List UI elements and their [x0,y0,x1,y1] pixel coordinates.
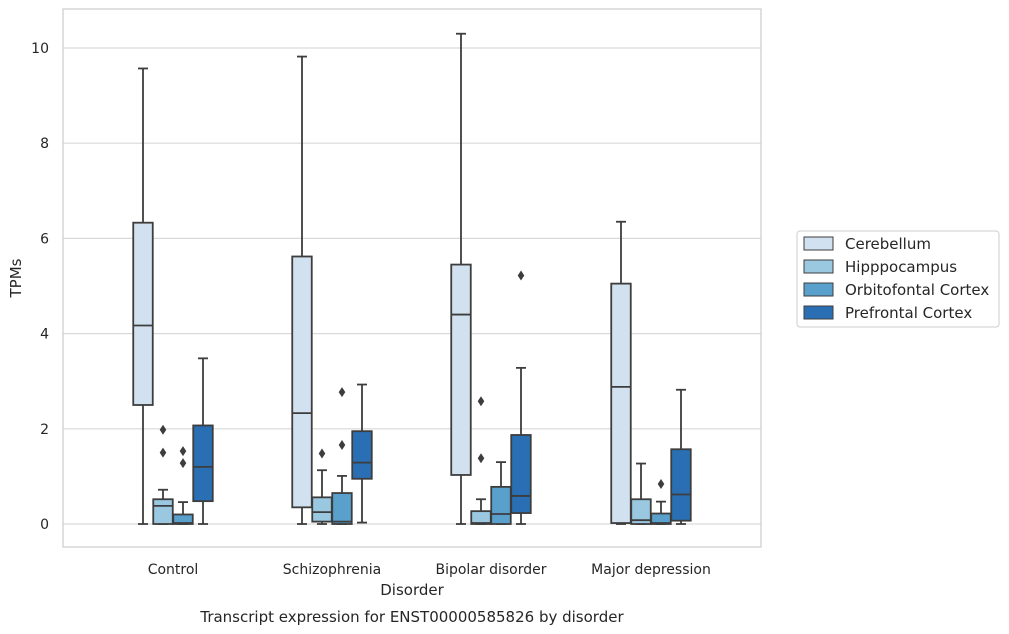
y-tick-label: 0 [40,517,49,533]
box [351,430,373,480]
outlier-point [159,424,167,435]
box-group [510,270,532,525]
y-tick-label: 8 [40,136,49,152]
outlier-point [477,453,485,464]
box [311,496,333,523]
outlier-point [179,446,187,457]
box [630,498,652,525]
box-group [192,357,214,525]
chart-title: Transcript expression for ENST0000058582… [199,608,624,626]
box [450,263,472,476]
legend-label: Hipppocampus [845,258,957,276]
outlier-point [338,387,346,398]
box [152,498,174,525]
outlier-point [657,479,665,490]
box-group [311,448,333,525]
box [490,485,512,525]
y-tick-label: 6 [40,231,49,247]
box-group [132,67,154,525]
y-tick-label: 4 [40,327,49,343]
legend-frame [796,230,1000,328]
outlier-point [477,396,485,407]
box-group [450,32,472,525]
box-group [152,424,174,525]
outlier-point [338,439,346,450]
x-tick-label: Bipolar disorder [435,562,546,578]
outlier-point [179,458,187,469]
outlier-point [318,448,326,459]
box-group [331,387,353,525]
legend-label: Prefrontal Cortex [845,304,972,322]
box [331,492,353,525]
box-group [670,388,692,525]
box [172,513,194,525]
x-axis-label: Disorder [380,581,444,599]
box [510,434,532,514]
box [610,282,632,524]
box [192,424,214,503]
box [132,221,154,406]
box-group [610,220,632,525]
y-tick-labels: 0 2 4 6 8 10 [31,41,49,533]
y-tick-label: 10 [31,41,49,57]
box-group [172,446,194,525]
legend-items: Cerebellum Hipppocampus Orbitofontal Corte… [803,235,989,322]
x-tick-label: Major depression [591,562,711,578]
outlier-point [517,270,525,281]
grid-lines [63,47,761,525]
legend: Cerebellum Hipppocampus Orbitofontal Corte… [796,230,1000,328]
box-group [490,461,512,525]
y-tick-label: 2 [40,422,49,438]
box-layer [132,32,692,525]
legend-swatch [803,236,834,251]
x-tick-labels: Control Schizophrenia Bipolar disorder Majo… [148,562,711,578]
box-group [470,396,492,525]
box [670,448,692,522]
legend-swatch [803,259,834,274]
legend-swatch [803,305,834,320]
legend-label: Cerebellum [845,235,931,253]
outlier-point [159,447,167,458]
legend-label: Orbitofontal Cortex [845,281,989,299]
box [470,510,492,525]
box-group [291,55,313,525]
box-group [630,462,652,525]
box-group [650,479,672,525]
y-axis-label: TPMs [7,258,25,298]
x-tick-label: Schizophrenia [283,562,381,578]
legend-swatch [803,282,834,297]
plot-area-frame [62,8,762,548]
box [291,255,313,509]
x-tick-label: Control [148,562,199,578]
box-group [351,383,373,524]
